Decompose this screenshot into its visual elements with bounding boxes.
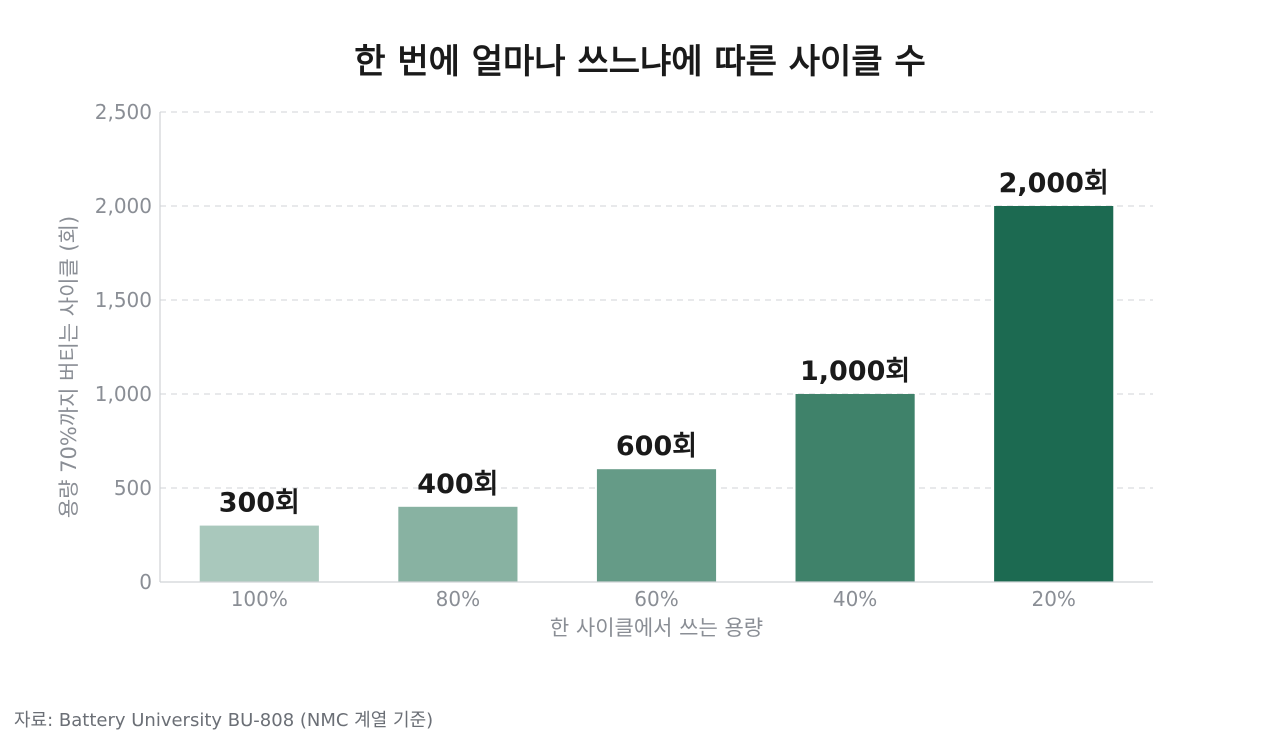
x-tick-label: 80% — [436, 587, 480, 611]
x-axis-title: 한 사이클에서 쓰는 용량 — [550, 616, 763, 640]
bar-value-label: 400회 — [417, 469, 498, 500]
bar — [199, 525, 319, 582]
bar — [795, 394, 915, 582]
x-tick-label: 40% — [833, 587, 877, 611]
bars — [199, 206, 1114, 582]
labels: 0 500 1,000 1,500 2,000 2,500 300회 100% 400회 80% 6… — [57, 100, 1109, 640]
chart-title: 한 번에 얼마나 쓰느냐에 따른 사이클 수 — [354, 42, 926, 82]
bar-value-label: 300회 — [219, 488, 300, 519]
x-tick-label: 100% — [231, 587, 288, 611]
grid-lines — [160, 111, 1153, 489]
y-tick-label: 1,500 — [95, 288, 152, 312]
bar — [994, 206, 1114, 582]
y-tick-label: 2,500 — [95, 100, 152, 124]
bar-value-label: 600회 — [616, 431, 697, 462]
y-tick-label: 0 — [139, 570, 152, 594]
bar-value-label: 1,000회 — [800, 356, 910, 387]
y-tick-label: 500 — [114, 476, 152, 500]
y-tick-label: 2,000 — [95, 194, 152, 218]
y-tick-label: 1,000 — [95, 382, 152, 406]
x-tick-label: 20% — [1031, 587, 1075, 611]
y-axis-title: 용량 70%까지 버티는 사이클 (회) — [57, 216, 81, 518]
bar — [596, 469, 717, 582]
source-note: 자료: Battery University BU-808 (NMC 계열 기준… — [14, 710, 434, 731]
bar — [398, 506, 518, 582]
x-tick-label: 60% — [634, 587, 678, 611]
bar-value-label: 2,000회 — [999, 168, 1109, 199]
axes — [159, 112, 1153, 583]
